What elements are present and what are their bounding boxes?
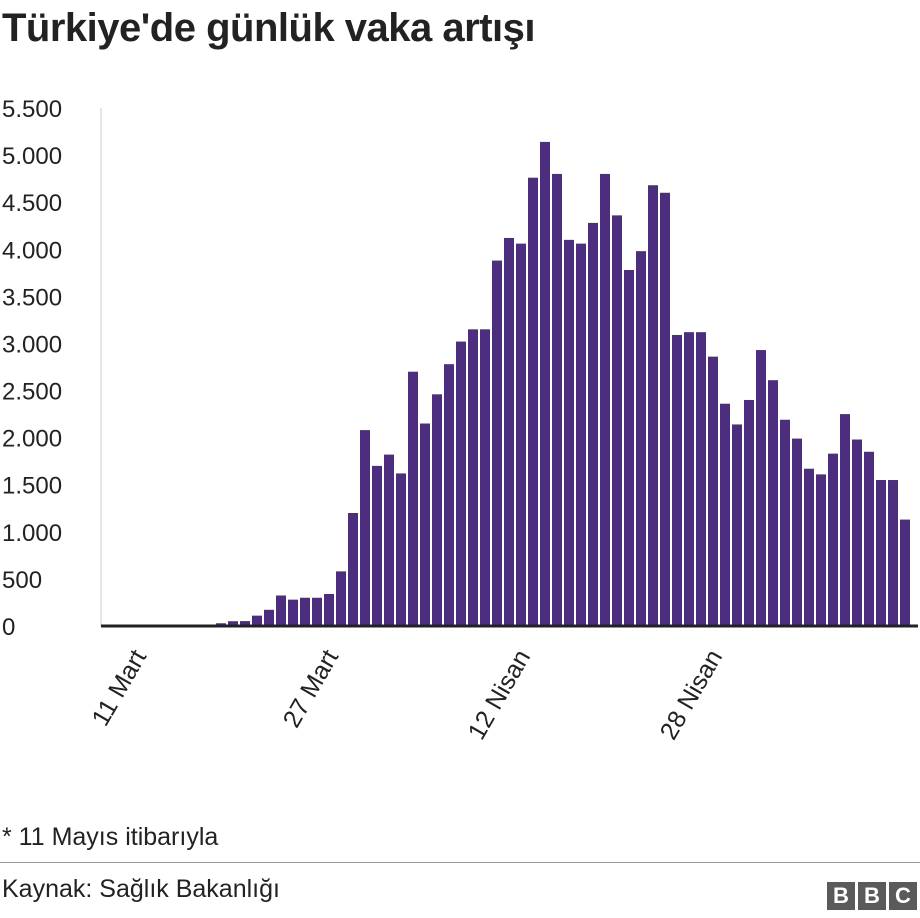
bar xyxy=(552,173,562,626)
bar xyxy=(840,414,850,626)
bbc-logo-letter: B xyxy=(827,882,855,910)
bar xyxy=(624,269,634,626)
bar xyxy=(492,260,502,626)
bar xyxy=(732,424,742,626)
bar xyxy=(600,173,610,626)
bar xyxy=(300,597,310,626)
bar xyxy=(588,222,598,626)
bar xyxy=(780,419,790,626)
bar xyxy=(648,185,658,626)
bar xyxy=(612,215,622,626)
bbc-logo: B B C xyxy=(827,882,917,910)
x-tick-label: 11 Mart xyxy=(86,645,152,731)
bar xyxy=(396,473,406,626)
y-tick-label: 5.000 xyxy=(2,143,62,170)
bar xyxy=(816,474,826,626)
bar xyxy=(660,192,670,626)
bar xyxy=(228,621,238,626)
bar xyxy=(864,451,874,626)
bar xyxy=(828,453,838,626)
bar xyxy=(384,454,394,626)
y-tick-label: 0 xyxy=(2,614,15,641)
bar xyxy=(240,621,250,626)
y-tick-label: 3.500 xyxy=(2,284,62,311)
bar xyxy=(696,332,706,626)
bar xyxy=(876,480,886,626)
bar xyxy=(804,468,814,626)
bar xyxy=(564,239,574,626)
bar-chart: 0 500 1.000 1.500 2.000 2.500 3.000 3.500 4.000 4… xyxy=(2,96,918,744)
y-tick-label: 1.500 xyxy=(2,473,62,500)
bar xyxy=(372,465,382,626)
bar xyxy=(348,512,358,626)
bar xyxy=(468,329,478,626)
y-tick-label: 4.000 xyxy=(2,237,62,264)
divider xyxy=(0,862,920,863)
bar xyxy=(672,334,682,626)
bar xyxy=(528,177,538,626)
bar xyxy=(324,593,334,626)
bar xyxy=(312,597,322,626)
bar xyxy=(444,364,454,626)
y-tick-label: 500 xyxy=(2,567,42,594)
bar xyxy=(516,243,526,626)
bar xyxy=(504,237,514,627)
bar xyxy=(900,519,910,626)
bar xyxy=(792,438,802,626)
bar xyxy=(852,439,862,626)
bar xyxy=(576,243,586,626)
bar xyxy=(768,380,778,626)
footnote: * 11 Mayıs itibarıyla xyxy=(2,823,219,851)
bar xyxy=(360,430,370,626)
bar xyxy=(264,609,274,626)
x-tick-label: 27 Mart xyxy=(278,645,345,732)
bar xyxy=(708,356,718,626)
y-tick-label: 4.500 xyxy=(2,190,62,217)
bar xyxy=(720,403,730,626)
bar xyxy=(480,329,490,626)
bar xyxy=(636,251,646,626)
bar xyxy=(684,332,694,626)
bar xyxy=(420,423,430,626)
bar xyxy=(756,350,766,626)
y-tick-label: 2.500 xyxy=(2,379,62,406)
bar xyxy=(252,615,262,626)
bbc-logo-letter: C xyxy=(889,882,917,910)
bar xyxy=(432,394,442,626)
bar xyxy=(336,571,346,626)
x-tick-label: 28 Nisan xyxy=(655,645,729,744)
chart-title: Türkiye'de günlük vaka artışı xyxy=(2,6,536,50)
x-tick-label: 12 Nisan xyxy=(463,645,537,744)
bar xyxy=(888,480,898,626)
bar xyxy=(744,399,754,626)
y-tick-label: 5.500 xyxy=(2,96,62,123)
bar xyxy=(408,371,418,626)
bar xyxy=(540,141,550,626)
source-text: Kaynak: Sağlık Bakanlığı xyxy=(2,875,280,903)
bbc-logo-letter: B xyxy=(858,882,886,910)
bar xyxy=(276,595,286,626)
bar xyxy=(456,341,466,626)
bar xyxy=(288,599,298,626)
y-tick-label: 1.000 xyxy=(2,520,62,547)
y-tick-label: 2.000 xyxy=(2,426,62,453)
y-tick-label: 3.000 xyxy=(2,331,62,358)
